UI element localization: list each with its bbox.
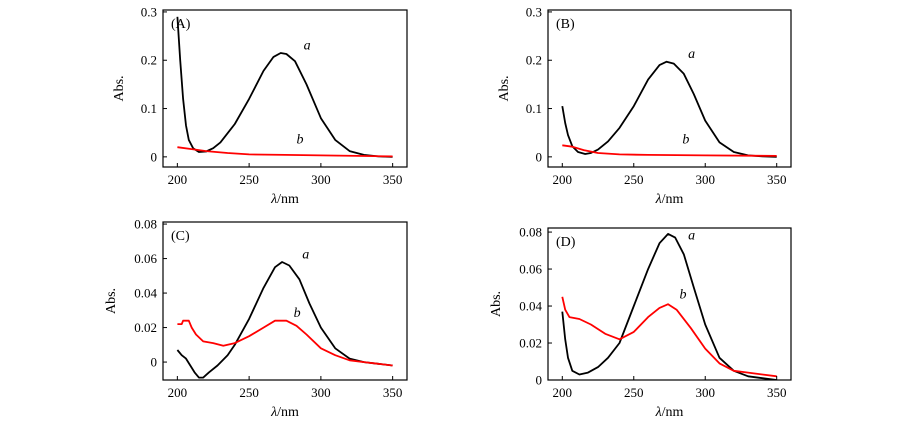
x-tick-label: 200 <box>168 172 188 187</box>
panel-a: a b 200 250 300 350 0 0.1 0.2 0.3 (A) λ/nm Abs. <box>112 4 408 207</box>
x-axis-unit: /nm <box>662 405 684 420</box>
y-axis-label: Abs. <box>104 288 119 314</box>
y-tick-label: 0.02 <box>519 336 542 351</box>
panel-label: (A) <box>171 17 191 32</box>
y-tick-label: 0.1 <box>141 101 157 116</box>
y-tick-label: 0.08 <box>519 225 542 240</box>
y-tick-label: 0.08 <box>134 217 157 232</box>
x-tick-label: 350 <box>767 385 787 400</box>
x-axis-label: λ/nm <box>270 192 299 207</box>
series-label-b: b <box>294 306 301 321</box>
x-axis-label: λ/nm <box>655 192 684 207</box>
series-label-b: b <box>682 132 689 147</box>
y-tick-label: 0.06 <box>134 251 157 266</box>
y-tick-label: 0.2 <box>141 53 157 68</box>
series-label-a: a <box>304 39 311 54</box>
y-tick-label: 0 <box>151 149 158 164</box>
y-tick-label: 0 <box>536 149 543 164</box>
x-axis-label: λ/nm <box>270 405 299 420</box>
y-tick-label: 0.2 <box>526 53 542 68</box>
x-tick-label: 200 <box>553 172 573 187</box>
y-tick-label: 0.3 <box>526 4 542 19</box>
y-axis-label: Abs. <box>489 291 504 317</box>
plot-frame <box>162 9 408 168</box>
x-tick-label: 200 <box>553 385 573 400</box>
series-line-a <box>176 261 393 379</box>
x-tick-label: 350 <box>383 385 403 400</box>
plot-frame <box>547 9 792 168</box>
series-line-b <box>177 146 393 158</box>
series-line-a <box>561 60 777 158</box>
x-tick-label: 350 <box>767 172 787 187</box>
series-line-b <box>561 296 777 378</box>
x-axis-symbol: λ <box>655 405 662 420</box>
y-tick-label: 0.06 <box>519 262 542 277</box>
y-tick-label: 0.04 <box>134 286 157 301</box>
plot-frame <box>547 227 792 381</box>
x-tick-label: 250 <box>624 172 644 187</box>
x-axis-symbol: λ <box>270 405 277 420</box>
series-line-b <box>562 144 777 157</box>
series-label-a: a <box>302 248 309 263</box>
panel-b: a b 200 250 300 350 0 0.1 0.2 0.3 (B) λ/nm Abs. <box>497 4 792 207</box>
x-tick-label: 350 <box>383 172 403 187</box>
x-tick-label: 300 <box>695 385 715 400</box>
y-tick-label: 0.04 <box>519 299 542 314</box>
x-tick-label: 250 <box>239 172 259 187</box>
x-tick-label: 300 <box>695 172 715 187</box>
panel-label: (D) <box>556 235 576 250</box>
plot-frame <box>162 221 408 381</box>
series-label-b: b <box>296 132 303 147</box>
x-axis-unit: /nm <box>662 192 684 207</box>
series-line-a <box>176 16 393 158</box>
panel-label: (B) <box>556 17 575 32</box>
x-tick-label: 200 <box>168 385 188 400</box>
x-tick-label: 300 <box>311 385 331 400</box>
panel-label: (C) <box>171 229 190 244</box>
y-tick-label: 0.3 <box>141 4 157 19</box>
x-tick-label: 250 <box>624 385 644 400</box>
series-line-a <box>561 233 777 380</box>
panel-c: a b 200 250 300 350 0 0.02 0.04 0.06 0.08 (C) λ/nm Ab… <box>104 217 408 420</box>
series-label-a: a <box>688 228 695 243</box>
y-axis-label: Abs. <box>497 75 512 101</box>
y-axis-label: Abs. <box>112 75 127 101</box>
x-tick-label: 300 <box>311 172 331 187</box>
x-tick-label: 250 <box>239 385 259 400</box>
y-tick-label: 0 <box>151 355 158 370</box>
series-label-a: a <box>688 47 695 62</box>
x-axis-symbol: λ <box>655 192 662 207</box>
x-axis-unit: /nm <box>277 405 299 420</box>
y-tick-label: 0 <box>536 373 543 388</box>
x-axis-symbol: λ <box>270 192 277 207</box>
panel-d: a b 200 250 300 350 0 0.02 0.04 0.06 0.08 (D) λ/nm Ab… <box>489 225 792 420</box>
y-tick-label: 0.1 <box>526 101 542 116</box>
x-axis-unit: /nm <box>277 192 299 207</box>
x-axis-label: λ/nm <box>655 405 684 420</box>
y-tick-label: 0.02 <box>134 320 157 335</box>
series-line-b <box>177 319 393 367</box>
series-label-b: b <box>680 288 687 303</box>
